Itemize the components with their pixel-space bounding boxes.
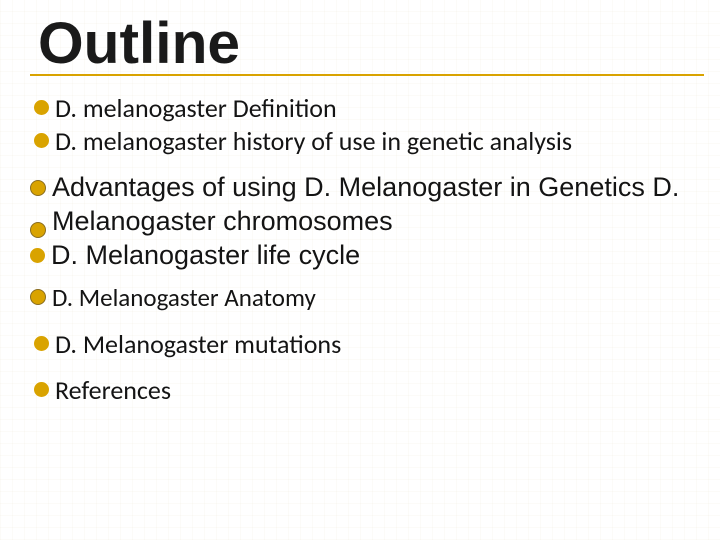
- bullet-icon: [30, 289, 46, 305]
- bullet-icon: [30, 180, 46, 196]
- slide-title: Outline: [38, 10, 240, 77]
- title-underline: [30, 74, 704, 76]
- outline-item-text: References: [55, 374, 700, 407]
- bullet-icon: [34, 133, 49, 148]
- outline-item-text: D. Melanogaster mutations: [55, 328, 700, 361]
- bullet-icon: [30, 248, 45, 263]
- bullet-icon: [34, 100, 49, 115]
- slide: Outline D. melanogaster DefinitionD. mel…: [0, 0, 720, 540]
- outline-item-text: D. melanogaster Definition: [55, 92, 700, 125]
- outline-item: D. Melanogaster Anatomy: [30, 282, 700, 313]
- outline-item-text: D. Melanogaster life cycle: [51, 239, 700, 273]
- outline-item: Advantages of using D. Melanogaster in G…: [30, 171, 700, 239]
- outline-item-text: Advantages of using D. Melanogaster in G…: [52, 171, 700, 239]
- outline-item: D. Melanogaster life cycle: [30, 239, 700, 273]
- outline-list: D. melanogaster DefinitionD. melanogaste…: [34, 92, 700, 407]
- outline-item: D. melanogaster Definition: [34, 92, 700, 125]
- outline-item: D. Melanogaster mutations: [34, 328, 700, 361]
- bullet-icon: [34, 336, 49, 351]
- outline-item: D. melanogaster history of use in geneti…: [34, 125, 700, 158]
- outline-item: References: [34, 374, 700, 407]
- outline-item-text: D. Melanogaster Anatomy: [52, 282, 700, 313]
- bullet-icon: [30, 222, 46, 238]
- outline-item-text: D. melanogaster history of use in geneti…: [55, 125, 700, 158]
- bullet-icon: [34, 382, 49, 397]
